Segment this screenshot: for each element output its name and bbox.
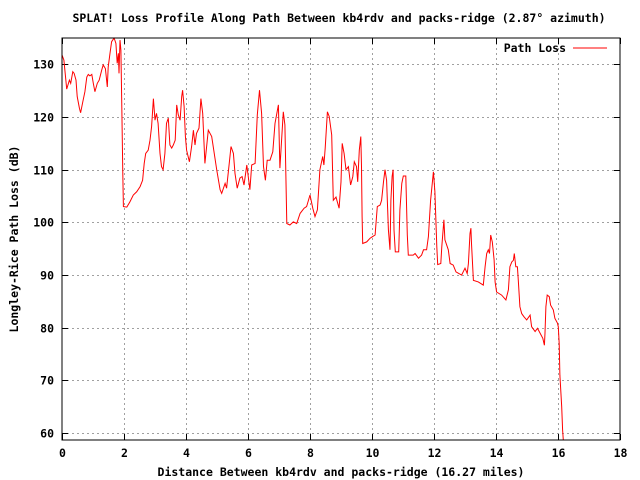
axis-ticks (62, 38, 621, 440)
x-tick-label: 10 (366, 446, 380, 460)
legend: Path Loss (504, 41, 607, 55)
x-tick-label: 4 (183, 446, 190, 460)
x-tick-label: 18 (614, 446, 628, 460)
x-tick-label: 14 (490, 446, 504, 460)
legend-label: Path Loss (504, 41, 566, 55)
y-tick-label: 90 (40, 269, 54, 283)
x-tick-label: 16 (552, 446, 566, 460)
x-axis-label: Distance Between kb4rdv and packs-ridge … (158, 465, 525, 479)
series-layer (62, 38, 564, 440)
x-tick-label: 8 (307, 446, 314, 460)
x-tick-label: 6 (245, 446, 252, 460)
y-tick-label: 80 (40, 322, 54, 336)
x-tick-label: 2 (121, 446, 128, 460)
y-tick-label: 120 (33, 111, 54, 125)
series-line-path-loss (62, 38, 564, 440)
plot-border (61, 37, 621, 441)
y-tick-labels: 60 70 80 90 100 110 120 130 (33, 58, 54, 441)
x-tick-label: 0 (59, 446, 66, 460)
x-tick-label: 12 (428, 446, 442, 460)
y-axis-label: Longley-Rice Path Loss (dB) (7, 146, 21, 333)
y-tick-label: 130 (33, 58, 54, 72)
x-tick-labels: 0 2 4 6 8 10 12 14 16 18 (59, 446, 627, 460)
y-tick-label: 100 (33, 216, 54, 230)
y-tick-label: 110 (33, 164, 54, 178)
grid-lines (62, 38, 620, 440)
y-tick-label: 60 (40, 427, 54, 441)
chart-title: SPLAT! Loss Profile Along Path Between k… (72, 11, 605, 25)
y-tick-label: 70 (40, 374, 54, 388)
